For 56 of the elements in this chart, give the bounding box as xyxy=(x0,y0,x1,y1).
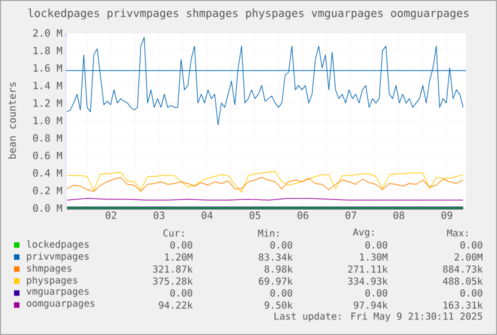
text: 0.00 xyxy=(170,241,192,249)
y-tick-label: 0.2 M xyxy=(33,186,62,194)
y-tick-label: 1.4 M xyxy=(34,82,62,90)
text: 9.50k xyxy=(264,301,293,309)
y-tick-label: 1.6 M xyxy=(34,64,62,72)
y-tick-label: 1.2 M xyxy=(34,99,62,107)
text: Max: xyxy=(447,229,468,237)
text: 884.73k xyxy=(443,265,483,273)
text: Min: xyxy=(258,229,278,237)
text: 321.87k xyxy=(153,265,193,273)
text: 0.00 xyxy=(460,241,482,249)
x-tick-label: 07 xyxy=(346,212,356,220)
text: 83.34k xyxy=(258,253,293,261)
text: 0.00 xyxy=(365,241,388,249)
x-tick-label: 02 xyxy=(106,212,116,220)
legend-label: lockedpages xyxy=(26,240,89,250)
text: 97.94k xyxy=(354,301,388,309)
text: 69.97k xyxy=(258,277,293,285)
y-tick-label: 0.8 M xyxy=(33,134,62,142)
text: 2.00M xyxy=(454,253,482,261)
y-tick-label: 0.4 M xyxy=(33,169,62,177)
x-tick-label: 03 xyxy=(154,212,164,220)
text: 0.00 xyxy=(460,289,482,297)
legend-label: privvmpages xyxy=(27,252,89,262)
text: Last update: Fri May 9 21:30:11 2025 xyxy=(274,312,482,322)
y-tick-label: 1.8 M xyxy=(34,46,62,54)
text: Avg: xyxy=(352,228,374,238)
y-axis-title: bean counters xyxy=(8,82,16,159)
chart-title: lockedpages privvmpages shmpages physpages vmguarpages oomguarpages xyxy=(28,8,468,20)
legend-label: physpages xyxy=(27,276,78,286)
legend-label: shmpages xyxy=(27,264,72,274)
text: 0.00 xyxy=(170,289,192,297)
text: 334.93k xyxy=(348,277,388,285)
x-tick-label: 08 xyxy=(394,212,404,220)
text: 8.98k xyxy=(264,265,293,273)
text: 94.22k xyxy=(158,301,193,309)
x-tick-label: 05 xyxy=(250,212,260,220)
legend-label: oomguarpages xyxy=(26,301,94,309)
text: 375.28k xyxy=(153,277,193,285)
text: Cur: xyxy=(163,229,184,237)
text: 1.30M xyxy=(360,253,388,261)
y-tick-label: 1.0 M xyxy=(34,116,62,124)
y-tick-label: 0.6 M xyxy=(33,152,62,160)
text: 0.00 xyxy=(270,241,292,249)
text: 1.20M xyxy=(165,253,192,261)
x-tick-label: 09 xyxy=(441,212,452,220)
text: 163.31k xyxy=(444,301,483,309)
text: 0.00 xyxy=(365,289,388,297)
text: 271.11k xyxy=(348,265,388,273)
x-tick-label: 04 xyxy=(202,212,213,220)
legend-label: vmguarpages xyxy=(26,289,89,297)
text: 488.05k xyxy=(442,277,483,285)
y-tick-label: 0.0 M xyxy=(33,204,62,212)
x-tick-label: 06 xyxy=(298,212,308,220)
y-tick-label: 2.0 M xyxy=(33,29,62,37)
text: 0.00 xyxy=(270,289,292,297)
